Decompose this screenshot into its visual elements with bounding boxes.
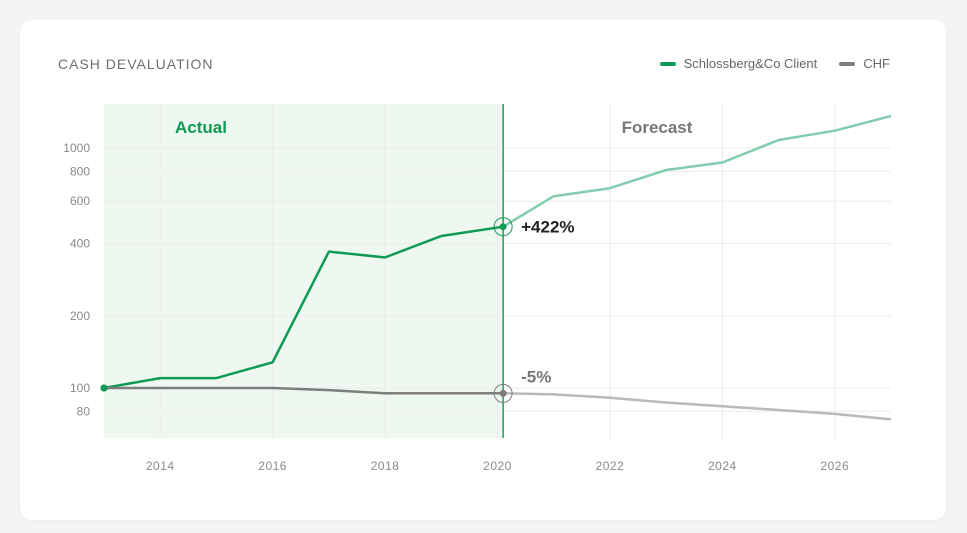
annotation-label: +422%: [521, 218, 574, 237]
y-tick-label: 400: [70, 237, 90, 251]
annotation-label: -5%: [521, 367, 551, 386]
legend-swatch-client: [659, 61, 676, 66]
marker-layer: [100, 217, 513, 403]
legend-item-chf[interactable]: CHF: [839, 56, 890, 71]
background-layer: [104, 104, 504, 438]
annotation-ring: [493, 217, 513, 237]
y-tick-label: 80: [77, 404, 91, 418]
label-layer: 80 100 200 400 600 800 1000 2014 2016 2018 2020 202…: [63, 118, 849, 473]
x-tick-label: 2026: [820, 459, 849, 473]
y-tick-label: 1000: [63, 141, 90, 155]
legend-label-chf: CHF: [863, 56, 890, 71]
region-label-actual: Actual: [175, 118, 227, 137]
y-tick-label: 800: [70, 164, 90, 178]
actual-region: [104, 104, 504, 438]
legend: Schlossberg&Co Client CHF: [659, 56, 890, 71]
region-label-forecast: Forecast: [622, 118, 693, 137]
x-tick-label: 2014: [146, 459, 175, 473]
annotation-point: [499, 223, 507, 231]
x-tick-label: 2022: [596, 459, 625, 473]
x-tick-label: 2016: [258, 459, 287, 473]
series-actual-line: [104, 386, 504, 395]
x-tick-label: 2020: [483, 459, 512, 473]
legend-label-client: Schlossberg&Co Client: [683, 56, 818, 71]
series-actual-line: [103, 225, 504, 390]
y-tick-label: 600: [70, 194, 90, 208]
annotation-ring: [493, 383, 513, 403]
legend-item-client[interactable]: Schlossberg&Co Client: [659, 56, 818, 71]
x-tick-label: 2018: [371, 459, 400, 473]
series-forecast-line: [503, 392, 892, 421]
series-forecast-line: [502, 114, 892, 228]
y-tick-label: 200: [70, 309, 90, 323]
series-start-point: [100, 384, 108, 392]
x-tick-label: 2024: [708, 459, 737, 473]
legend-swatch-chf: [839, 61, 856, 66]
chart-title: CASH DEVALUATION: [58, 56, 214, 72]
y-tick-label: 100: [70, 381, 90, 395]
series-layer: [103, 114, 892, 421]
annotation-point: [499, 389, 507, 397]
